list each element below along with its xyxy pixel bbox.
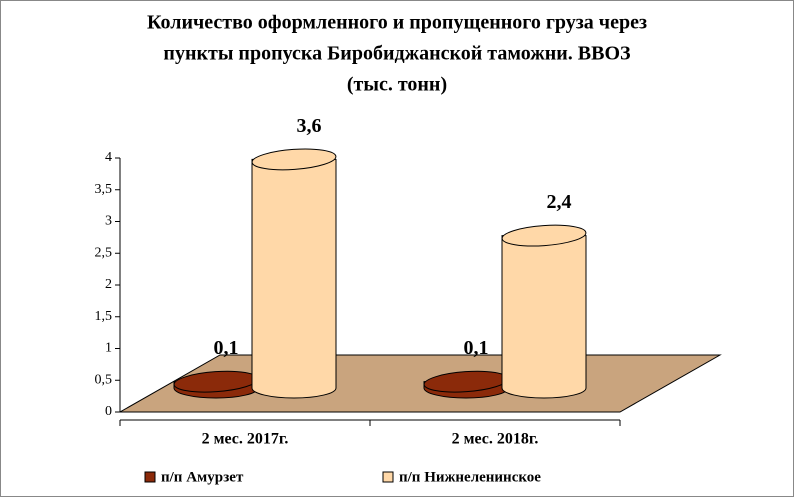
- y-tick-label: 3,5: [95, 182, 113, 197]
- y-tick-label: 0,5: [95, 372, 113, 387]
- x-tick-label: 2 мес. 2018г.: [452, 431, 539, 448]
- y-tick-label: 4: [105, 150, 112, 165]
- value-label: 2,4: [547, 191, 572, 213]
- cylinder-top: [251, 148, 337, 171]
- y-tick-label: 1: [105, 341, 112, 356]
- y-tick-label: 2,5: [95, 245, 113, 260]
- value-label: 0,1: [214, 337, 239, 359]
- cylinder-top: [501, 224, 587, 247]
- legend-label: п/п Амурзет: [161, 469, 244, 485]
- legend-swatch: [382, 471, 394, 483]
- y-tick-label: 0: [105, 404, 112, 419]
- cylinder-body: [251, 158, 337, 399]
- y-tick-label: 2: [105, 277, 112, 292]
- chart-title: пункты пропуска Биробиджанской таможни. …: [163, 43, 631, 65]
- value-label: 3,6: [297, 115, 322, 137]
- x-tick-label: 2 мес. 2017г.: [202, 431, 289, 448]
- legend-swatch: [144, 471, 156, 483]
- legend-label: п/п Нижнеленинское: [399, 469, 541, 485]
- cylinder-body: [501, 235, 587, 399]
- value-label: 0,1: [464, 337, 489, 359]
- chart-title: Количество оформленного и пропущенного г…: [147, 12, 647, 34]
- y-tick-label: 3: [105, 214, 112, 229]
- chart-title: (тыс. тонн): [347, 74, 447, 96]
- y-tick-label: 1,5: [95, 309, 113, 324]
